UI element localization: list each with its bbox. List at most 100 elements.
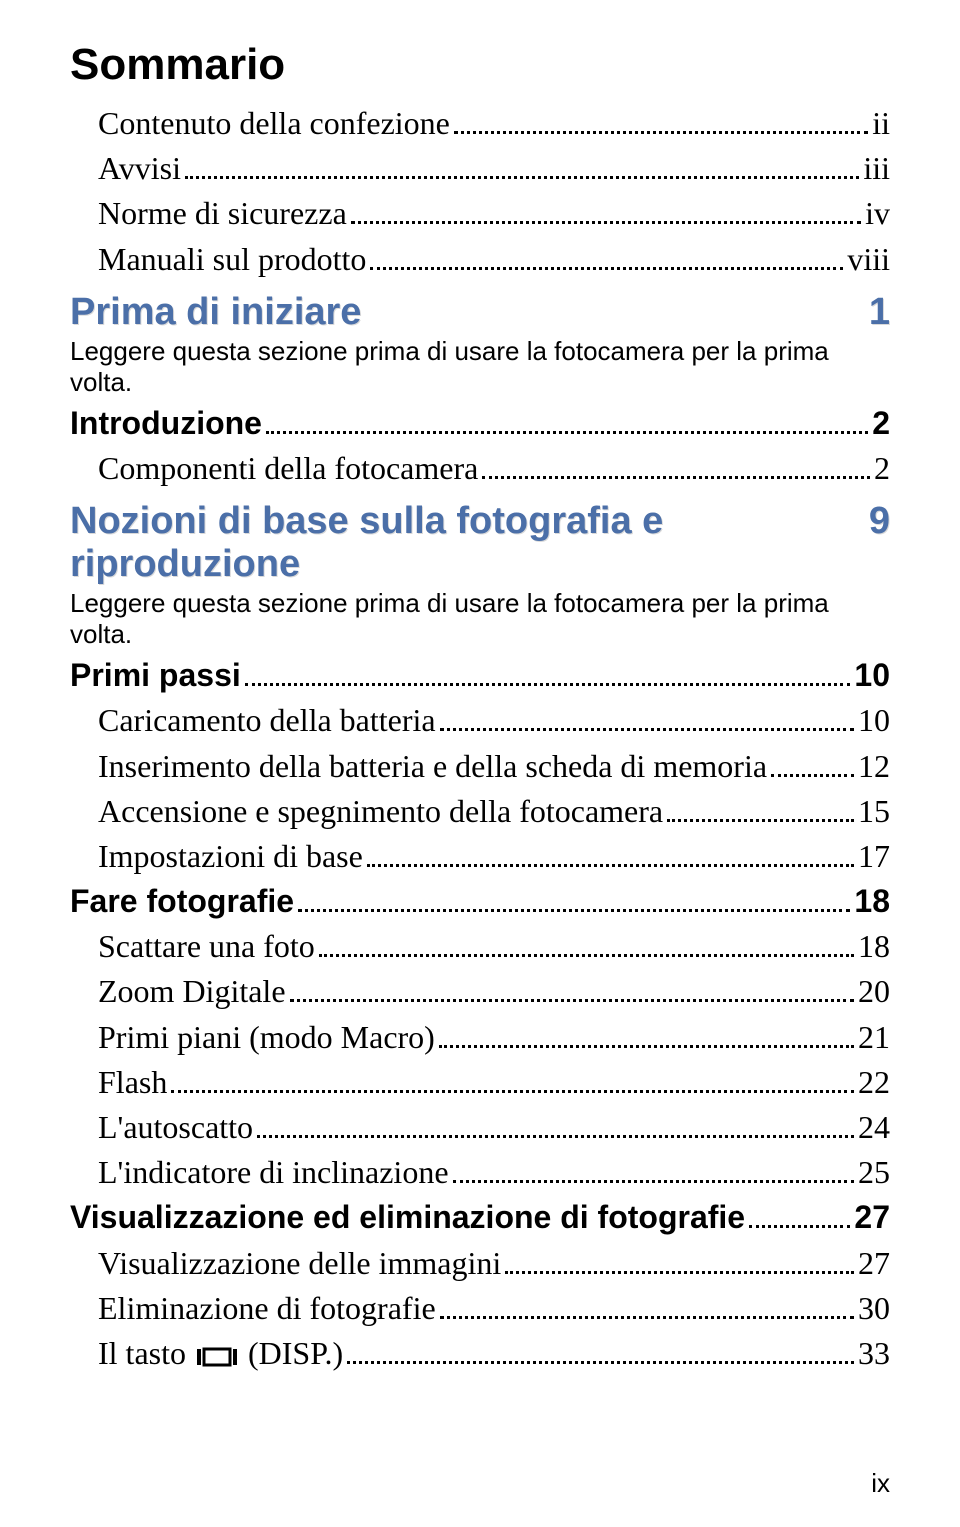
toc-leader-dots [453,1180,854,1183]
toc-entry: Primi passi 10 [70,654,890,697]
toc-entry: Flash 22 [70,1061,890,1104]
toc-leader-dots [667,819,854,822]
toc-entry: Inserimento della batteria e della sched… [70,745,890,788]
chapter-heading: Nozioni di base sulla fotografia e ripro… [70,500,890,586]
toc-page: 33 [858,1332,890,1375]
chapter-page: 9 [869,500,890,543]
toc-label: Impostazioni di base [98,835,363,878]
toc-page: 30 [858,1287,890,1330]
toc-entry: Norme di sicurezza iv [70,192,890,235]
toc-label: Eliminazione di fotografie [98,1287,436,1330]
toc-entry: Manuali sul prodotto viii [70,238,890,281]
toc-label: Introduzione [70,402,262,445]
toc-page: 22 [858,1061,890,1104]
toc-label: Inserimento della batteria e della sched… [98,745,767,788]
toc-page: 18 [858,925,890,968]
toc-label: Norme di sicurezza [98,192,347,235]
toc-label: Avvisi [98,147,181,190]
toc-label: Visualizzazione delle immagini [98,1242,501,1285]
toc-entry: Caricamento della batteria 10 [70,699,890,742]
toc-entry: Contenuto della confezione ii [70,102,890,145]
chapter-subtitle: Leggere questa sezione prima di usare la… [70,588,890,650]
toc-entry: Componenti della fotocamera 2 [70,447,890,490]
toc-page: 27 [854,1196,890,1239]
toc-page: 17 [858,835,890,878]
toc-leader-dots [440,728,854,731]
toc-label: Contenuto della confezione [98,102,450,145]
chapter-page: 1 [869,291,890,334]
toc-entry: Eliminazione di fotografie 30 [70,1287,890,1330]
toc-label: Visualizzazione ed eliminazione di fotog… [70,1196,745,1239]
page-number: ix [871,1468,890,1499]
toc-page: iii [863,147,890,190]
toc-leader-dots [319,954,854,957]
toc-page: 2 [872,402,890,445]
toc-leader-dots [171,1090,854,1093]
toc-page: 12 [858,745,890,788]
toc-label: Fare fotografie [70,880,294,923]
intro-toc-block: Contenuto della confezioneiiAvvisiiiiNor… [70,102,890,281]
toc-leader-dots [771,774,854,777]
chapter-heading: Prima di iniziare 1 [70,291,890,334]
toc-page: 2 [874,447,890,490]
toc-page: 24 [858,1106,890,1149]
toc-label: L'autoscatto [98,1106,253,1149]
toc-page: ii [872,102,890,145]
toc-page: 21 [858,1016,890,1059]
toc-leader-dots [185,176,859,179]
toc-entry: Il tasto (DISP.) 33 [70,1332,890,1375]
toc-entry: Impostazioni di base 17 [70,835,890,878]
toc-leader-dots [257,1135,854,1138]
toc-leader-dots [347,1361,854,1364]
toc-entry: Primi piani (modo Macro) 21 [70,1016,890,1059]
toc-entry: Avvisi iii [70,147,890,190]
toc-page: 20 [858,970,890,1013]
chapter-subtitle: Leggere questa sezione prima di usare la… [70,336,890,398]
toc-label: L'indicatore di inclinazione [98,1151,449,1194]
toc-page: 18 [854,880,890,923]
toc-leader-dots [290,999,854,1002]
toc-label: Caricamento della batteria [98,699,436,742]
toc-entry: Zoom Digitale 20 [70,970,890,1013]
toc-leader-dots [749,1225,850,1228]
toc-page: viii [847,238,890,281]
toc-leader-dots [440,1316,854,1319]
toc-label: Accensione e spegnimento della fotocamer… [98,790,663,833]
disp-icon [196,1345,238,1369]
toc-entry: Scattare una foto 18 [70,925,890,968]
chapter-title: Prima di iniziare [70,291,361,334]
toc-leader-dots [482,476,870,479]
toc-leader-dots [454,131,868,134]
toc-label: Componenti della fotocamera [98,447,478,490]
toc-leader-dots [370,267,843,270]
toc-leader-dots [266,431,868,434]
toc-leader-dots [351,221,861,224]
toc-label: Manuali sul prodotto [98,238,366,281]
toc-entry: Visualizzazione delle immagini 27 [70,1242,890,1285]
toc-page: 25 [858,1151,890,1194]
chapters-block: Prima di iniziare1Leggere questa sezione… [70,291,890,1375]
toc-leader-dots [439,1045,854,1048]
toc-label: Primi piani (modo Macro) [98,1016,435,1059]
toc-entry: Fare fotografie 18 [70,880,890,923]
toc-page: 15 [858,790,890,833]
toc-label: Zoom Digitale [98,970,286,1013]
toc-leader-dots [298,909,850,912]
toc-entry: Visualizzazione ed eliminazione di fotog… [70,1196,890,1239]
toc-label: Primi passi [70,654,241,697]
toc-leader-dots [367,864,854,867]
toc-entry: Accensione e spegnimento della fotocamer… [70,790,890,833]
toc-label: Flash [98,1061,167,1104]
toc-label: Scattare una foto [98,925,315,968]
toc-page: 10 [854,654,890,697]
toc-entry: L'indicatore di inclinazione 25 [70,1151,890,1194]
toc-entry: Introduzione 2 [70,402,890,445]
toc-page: 27 [858,1242,890,1285]
toc-entry: L'autoscatto 24 [70,1106,890,1149]
toc-page: 10 [858,699,890,742]
page-title: Sommario [70,40,890,90]
toc-page: iv [865,192,890,235]
toc-leader-dots [245,683,851,686]
toc-leader-dots [505,1271,854,1274]
toc-label: Il tasto (DISP.) [98,1332,343,1375]
